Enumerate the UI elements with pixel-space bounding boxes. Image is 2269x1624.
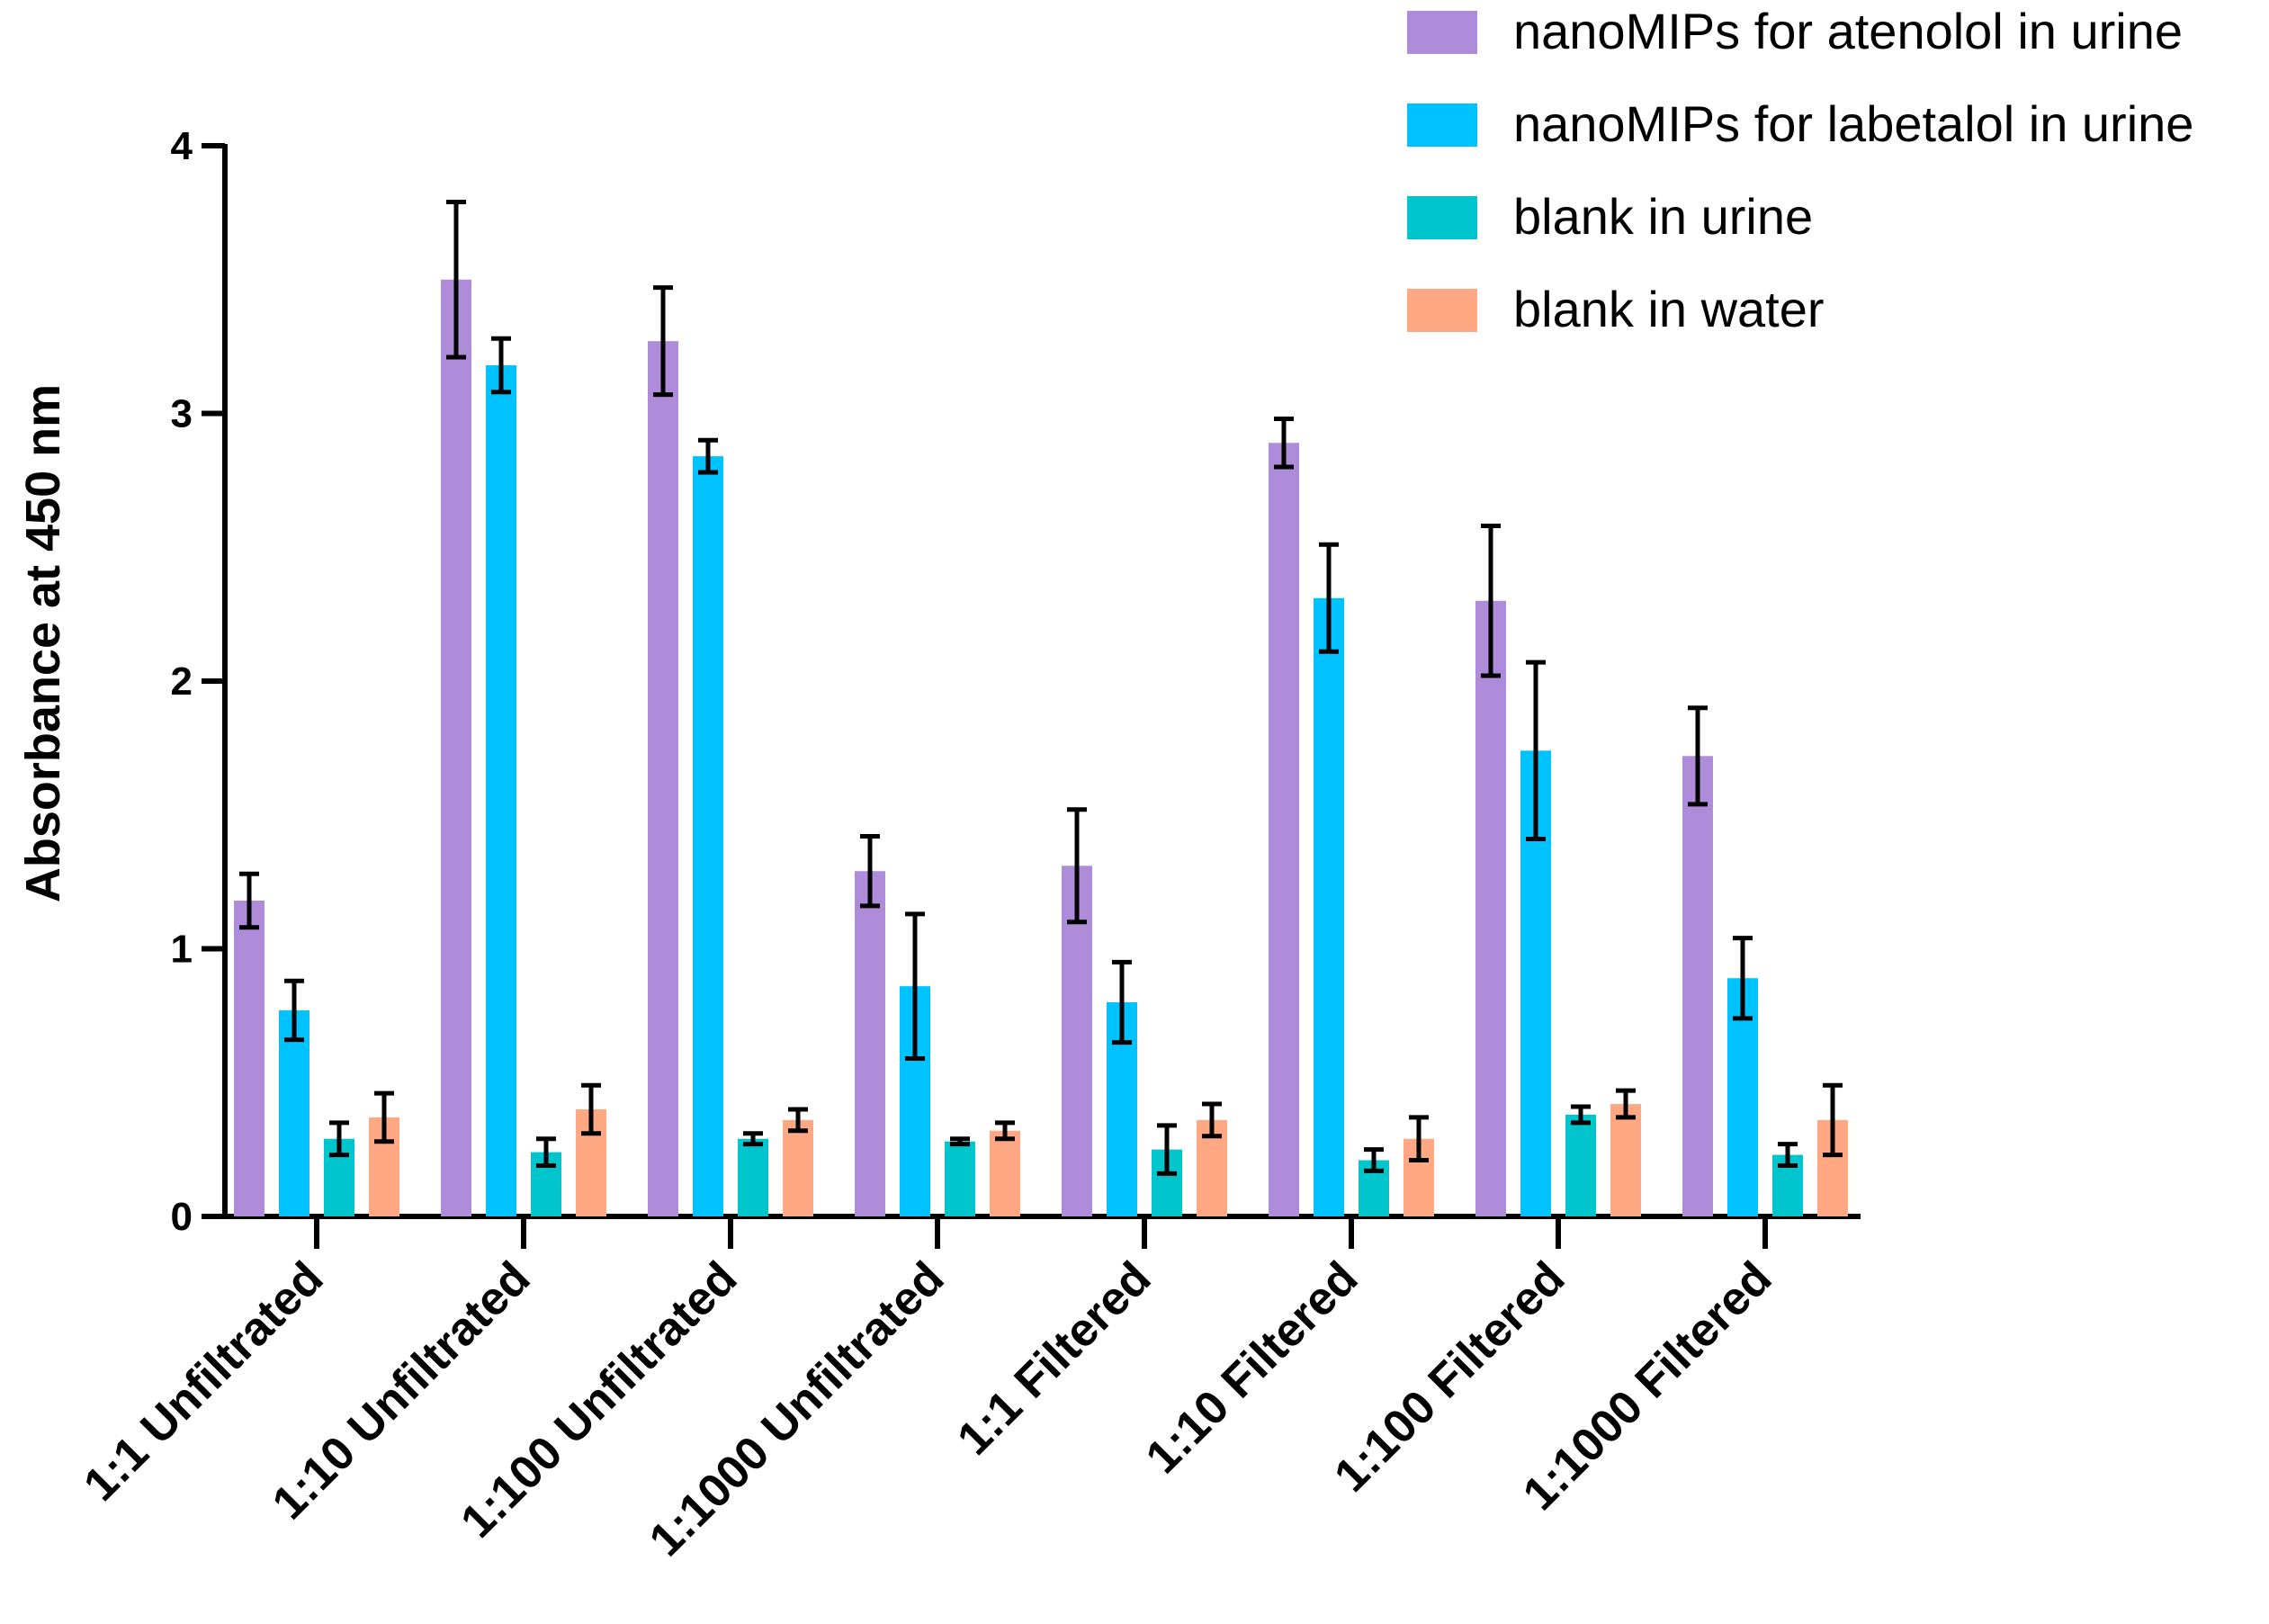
bar: [738, 1138, 768, 1216]
legend-item: nanoMIPs for labetalol in urine: [1407, 95, 2193, 152]
y-axis-title: Absorbance at 450 nm: [16, 384, 70, 902]
bar: [1475, 600, 1506, 1216]
error-bar: [860, 834, 880, 909]
error-bar: [536, 1136, 556, 1168]
error-bar: [1571, 1104, 1591, 1126]
error-bar: [1112, 959, 1132, 1045]
legend-swatch: [1407, 196, 1477, 239]
error-bar: [1823, 1082, 1843, 1158]
legend-label: blank in urine: [1513, 188, 1813, 245]
bar: [279, 1009, 309, 1216]
x-tick-label: 1:10 Filtered: [1136, 1252, 1368, 1484]
error-bar: [1616, 1088, 1636, 1120]
error-bar: [1526, 659, 1546, 842]
legend-item: nanoMIPs for atenolol in urine: [1407, 3, 2183, 59]
legend-label: nanoMIPs for atenolol in urine: [1513, 3, 2183, 59]
error-bar: [491, 336, 511, 395]
bar: [1269, 443, 1299, 1217]
error-bar: [698, 437, 718, 475]
bar: [1314, 597, 1344, 1216]
error-bar: [1364, 1147, 1384, 1173]
error-bar: [1733, 936, 1753, 1021]
bar: [486, 364, 516, 1216]
error-bar: [950, 1136, 970, 1147]
error-bar: [1274, 416, 1294, 470]
legend-label: blank in water: [1513, 281, 1825, 337]
bar: [1565, 1114, 1596, 1216]
legend-item: blank in urine: [1407, 188, 1813, 245]
bar: [441, 279, 471, 1216]
legend-swatch: [1407, 289, 1477, 332]
error-bar: [788, 1107, 808, 1134]
error-bar: [1688, 705, 1708, 807]
error-bar: [1778, 1142, 1798, 1168]
error-bar: [1202, 1101, 1222, 1139]
x-tick-label: 1:1 Filtered: [947, 1252, 1161, 1465]
error-bar: [581, 1082, 601, 1136]
error-bar: [284, 978, 304, 1043]
y-axis: 0 1 2 3 4: [171, 124, 228, 1239]
error-bar: [995, 1120, 1015, 1142]
bars: [234, 199, 1848, 1217]
bar: [234, 900, 265, 1216]
error-bar: [1481, 523, 1501, 678]
error-bar: [239, 871, 259, 930]
error-bar: [329, 1120, 349, 1158]
error-bar: [1319, 542, 1339, 654]
error-bar: [653, 285, 673, 398]
error-bar: [743, 1131, 763, 1147]
bar: [945, 1141, 975, 1216]
legend: nanoMIPs for atenolol in urine nanoMIPs f…: [1407, 3, 2193, 337]
error-bar: [1157, 1123, 1177, 1176]
bar: [693, 456, 723, 1217]
y-tick-label: 4: [171, 124, 193, 168]
legend-label: nanoMIPs for labetalol in urine: [1513, 95, 2193, 152]
y-tick-label: 0: [171, 1195, 193, 1239]
legend-item: blank in water: [1407, 281, 1825, 337]
error-bar: [905, 911, 925, 1061]
bar: [648, 341, 678, 1216]
bar: [1682, 756, 1713, 1216]
bar: [990, 1130, 1020, 1216]
error-bar: [1409, 1115, 1429, 1163]
legend-swatch: [1407, 103, 1477, 147]
y-tick-label: 2: [171, 659, 193, 704]
error-bar: [446, 199, 466, 360]
y-tick-label: 3: [171, 392, 193, 436]
error-bar: [374, 1090, 394, 1144]
error-bar: [1067, 807, 1087, 925]
bar: [1610, 1104, 1641, 1216]
bar: [855, 871, 885, 1216]
legend-swatch: [1407, 11, 1477, 54]
y-tick-label: 1: [171, 928, 193, 972]
bar: [783, 1119, 813, 1216]
